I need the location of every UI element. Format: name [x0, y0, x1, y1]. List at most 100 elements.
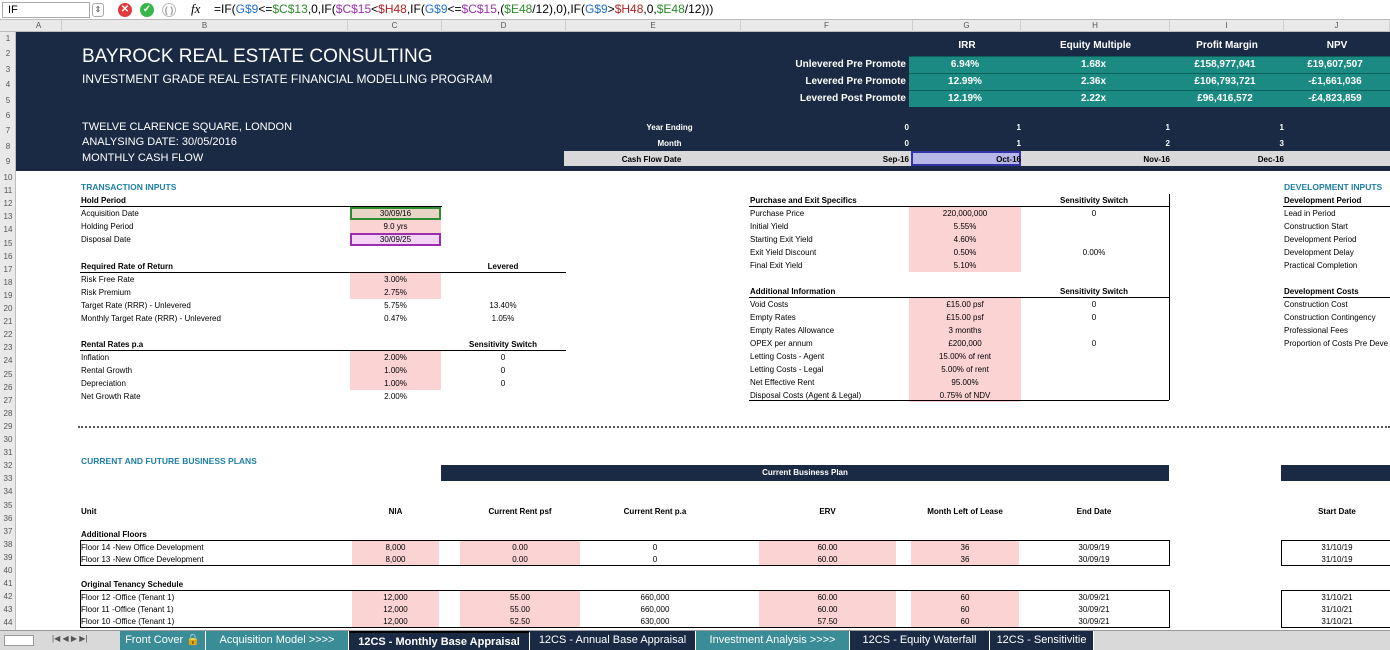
hold-value[interactable]: 9.0 yrs	[383, 222, 408, 231]
plan-input-cell[interactable]	[460, 615, 580, 627]
table-cell-months[interactable]: 60	[960, 593, 970, 602]
table-cell-end[interactable]: 30/09/21	[1078, 605, 1110, 614]
hold-input-cell[interactable]	[350, 220, 441, 233]
column-header[interactable]: G	[913, 20, 1021, 32]
table-cell-nia[interactable]: 12,000	[383, 593, 408, 602]
row-header[interactable]: 6	[5, 111, 11, 120]
rental-input-cell[interactable]	[350, 377, 441, 390]
column-header[interactable]: B	[62, 20, 348, 32]
rental-input-cell[interactable]	[350, 351, 441, 364]
column-header[interactable]: I	[1170, 20, 1284, 32]
row-header[interactable]: 41	[3, 579, 13, 589]
cashflow-date[interactable]: Nov-16	[1143, 155, 1170, 164]
plan-input-cell[interactable]	[352, 615, 439, 627]
table-cell-pa[interactable]: 0	[652, 555, 658, 564]
plan-input-cell[interactable]	[460, 591, 580, 603]
table-cell-pa[interactable]: 630,000	[640, 617, 670, 626]
row-header[interactable]: 4	[5, 80, 11, 90]
table-cell-pa[interactable]: 660,000	[640, 605, 670, 614]
additional-value[interactable]: £15.00 psf	[946, 300, 984, 309]
additional-value[interactable]: 15.00% of rent	[938, 352, 992, 361]
purchase-input-cell[interactable]	[909, 259, 1021, 272]
column-header[interactable]: E	[566, 20, 741, 32]
table-cell-nia[interactable]: 8,000	[385, 543, 406, 552]
table-cell-start[interactable]: 31/10/21	[1321, 593, 1353, 602]
row-header[interactable]: 21	[3, 317, 13, 327]
confirm-formula-icon[interactable]: ✓	[140, 3, 154, 17]
plan-input-cell[interactable]	[911, 591, 1019, 603]
purchase-value[interactable]: 0.50%	[953, 248, 977, 257]
table-cell-psf[interactable]: 55.00	[509, 605, 531, 614]
hold-value[interactable]: 30/09/16	[379, 209, 412, 218]
rrr-input-cell[interactable]	[350, 273, 441, 286]
sheet-view-icon[interactable]	[4, 635, 34, 646]
table-cell-months[interactable]: 36	[960, 543, 970, 552]
table-cell-months[interactable]: 36	[960, 555, 970, 564]
purchase-input-cell[interactable]	[909, 233, 1021, 246]
sheet-tab[interactable]: Acquisition Model >>>>	[206, 631, 349, 650]
row-header[interactable]: 34	[3, 487, 13, 497]
sheet-tab[interactable]: 12CS - Equity Waterfall	[850, 631, 990, 650]
plan-input-cell[interactable]	[911, 615, 1019, 627]
rental-switch-value[interactable]: 0	[500, 366, 506, 375]
table-cell-start[interactable]: 31/10/19	[1321, 555, 1353, 564]
sheet-tab[interactable]: 12CS - Monthly Base Appraisal	[349, 631, 530, 650]
rental-value[interactable]: 2.00%	[384, 353, 407, 362]
plan-input-cell[interactable]	[759, 615, 896, 627]
hold-input-cell[interactable]	[350, 233, 441, 246]
purchase-switch-value[interactable]: 0.00%	[1082, 248, 1106, 257]
row-header[interactable]: 24	[3, 356, 13, 366]
column-header[interactable]: C	[348, 20, 442, 32]
cashflow-date[interactable]: Dec-16	[1257, 155, 1284, 164]
additional-input-cell[interactable]	[909, 389, 1021, 402]
row-header[interactable]: 38	[3, 539, 13, 549]
table-cell-end[interactable]: 30/09/21	[1078, 617, 1110, 626]
purchase-input-cell[interactable]	[909, 220, 1021, 233]
formula-input[interactable]: =IF(G$9<=$C$13,0,IF($C$15<$H48,IF(G$9<=$…	[214, 2, 1384, 19]
column-header[interactable]: H	[1021, 20, 1170, 32]
row-header[interactable]: 35	[3, 500, 13, 510]
additional-switch-value[interactable]: 0	[1091, 313, 1097, 322]
table-cell-nia[interactable]: 12,000	[383, 617, 408, 626]
row-header[interactable]: 29	[3, 421, 13, 431]
row-header[interactable]: 5	[5, 95, 11, 105]
table-cell-erv[interactable]: 60.00	[817, 543, 838, 552]
row-header[interactable]: 17	[3, 264, 13, 274]
sheet-tab[interactable]: Front Cover 🔒	[120, 631, 206, 650]
row-header[interactable]: 32	[3, 461, 13, 471]
table-cell-erv[interactable]: 60.00	[817, 593, 838, 602]
additional-input-cell[interactable]	[909, 311, 1021, 324]
cancel-formula-icon[interactable]: ✕	[118, 3, 132, 17]
additional-input-cell[interactable]	[909, 376, 1021, 389]
rrr-value[interactable]: 3.00%	[384, 275, 407, 284]
plan-input-cell[interactable]	[759, 591, 896, 603]
rrr-value[interactable]: 5.75%	[384, 301, 407, 310]
additional-input-cell[interactable]	[909, 324, 1021, 337]
column-header[interactable]: D	[442, 20, 566, 32]
additional-value[interactable]: £200,000	[948, 339, 982, 348]
table-cell-start[interactable]: 31/10/21	[1321, 605, 1353, 614]
column-header[interactable]: A	[16, 20, 62, 32]
hold-input-cell[interactable]	[350, 207, 441, 220]
name-box[interactable]: IF	[2, 2, 90, 18]
row-header[interactable]: 31	[3, 448, 13, 458]
additional-value[interactable]: 0.75% of NDV	[939, 391, 991, 400]
table-cell-end[interactable]: 30/09/19	[1078, 555, 1110, 564]
row-header[interactable]: 23	[3, 343, 13, 353]
additional-input-cell[interactable]	[909, 363, 1021, 376]
plan-input-cell[interactable]	[911, 553, 1019, 565]
additional-input-cell[interactable]	[909, 298, 1021, 311]
plan-input-cell[interactable]	[460, 603, 580, 615]
table-cell-nia[interactable]: 12,000	[383, 605, 408, 614]
column-header[interactable]: F	[741, 20, 913, 32]
name-box-stepper-icon[interactable]: ⇕	[92, 3, 104, 17]
table-cell-psf[interactable]: 52.50	[509, 617, 531, 626]
fx-icon[interactable]: fx	[191, 1, 201, 16]
additional-switch-value[interactable]: 0	[1091, 300, 1097, 309]
row-header[interactable]: 40	[3, 566, 13, 575]
table-cell-months[interactable]: 60	[960, 605, 970, 614]
rental-switch-value[interactable]: 0	[500, 379, 506, 388]
rrr-value[interactable]: 2.75%	[384, 288, 407, 297]
row-header[interactable]: 37	[3, 526, 13, 536]
row-header[interactable]: 42	[3, 592, 13, 602]
